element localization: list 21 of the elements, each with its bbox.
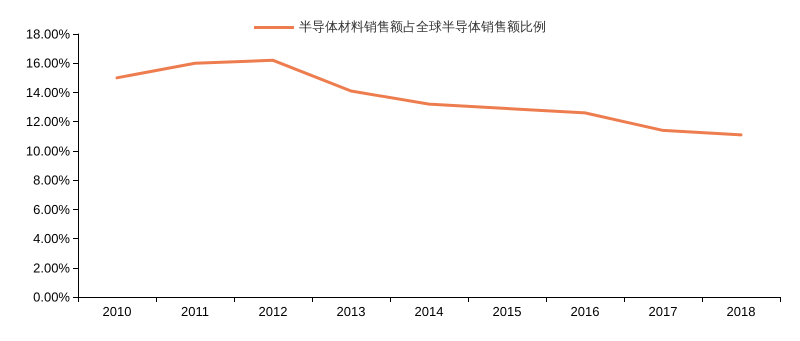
y-tick-label: 0.00%	[33, 290, 70, 304]
x-tick-label: 2016	[570, 304, 600, 319]
y-tick-label: 6.00%	[33, 202, 70, 217]
legend-label: 半导体材料销售额占全球半导体销售额比例	[299, 20, 546, 35]
line-series	[116, 58, 742, 136]
x-tick-label: 2012	[258, 304, 288, 319]
y-tick-label: 2.00%	[33, 260, 70, 276]
y-tick-label: 8.00%	[33, 172, 70, 188]
x-tick-label: 2018	[726, 304, 756, 319]
x-tick-label: 2014	[414, 304, 444, 319]
y-tick-label: 10.00%	[26, 143, 70, 158]
x-tick-label: 2015	[492, 304, 522, 319]
x-tick-label: 2011	[181, 304, 209, 319]
y-tick-label: 16.00%	[26, 56, 70, 71]
x-tick-label: 2017	[648, 304, 678, 319]
y-tick-label: 12.00%	[26, 114, 70, 130]
x-tick-label: 2013	[336, 304, 366, 319]
y-tick-label: 4.00%	[33, 231, 70, 246]
x-tick-label: 2010	[102, 304, 132, 319]
y-tick-label: 18.00%	[26, 26, 70, 42]
y-tick-label: 14.00%	[26, 84, 70, 100]
